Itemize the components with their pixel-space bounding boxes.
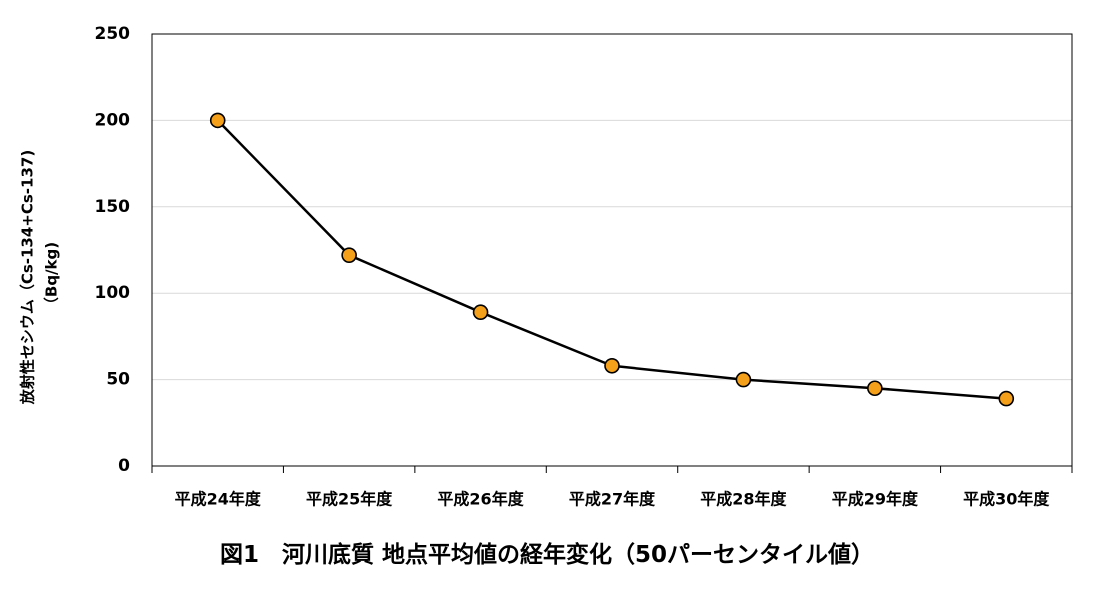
axes xyxy=(151,33,1073,473)
data-point xyxy=(604,357,620,374)
data-series xyxy=(209,112,1015,407)
data-point xyxy=(867,380,883,397)
y-tick-label: 50 xyxy=(106,370,130,390)
y-axis-title-line1: 放射性セシウム（Cs-134+Cs-137) xyxy=(19,150,37,405)
figure-caption: 図1 河川底質 地点平均値の経年変化（50パーセンタイル値） xyxy=(219,542,875,568)
y-axis-title: 放射性セシウム（Cs-134+Cs-137) （Bq/kg) xyxy=(19,150,61,405)
x-tick-label: 平成30年度 xyxy=(963,490,1050,509)
data-point xyxy=(209,112,226,129)
x-tick-label: 平成27年度 xyxy=(569,490,656,509)
y-tick-label: 100 xyxy=(95,283,131,303)
plot-frame xyxy=(151,33,1073,467)
x-tick-label: 平成26年度 xyxy=(437,490,524,509)
data-point xyxy=(735,371,752,388)
gridlines xyxy=(152,33,1072,381)
data-point xyxy=(998,390,1015,407)
x-tick-label: 平成25年度 xyxy=(306,490,393,509)
y-tick-labels: 0 50 100 150 200 250 xyxy=(95,24,131,476)
x-tick-label: 平成29年度 xyxy=(832,490,919,509)
series-line xyxy=(216,119,1007,400)
x-tick-label: 平成24年度 xyxy=(175,490,262,509)
x-tick-labels: 平成24年度 平成25年度 平成26年度 平成27年度 平成28年度 平成29年度 平成30… xyxy=(175,490,1051,509)
y-tick-label: 250 xyxy=(95,24,131,44)
y-tick-label: 0 xyxy=(118,456,130,476)
y-axis-title-line2: （Bq/kg) xyxy=(43,242,61,312)
line-chart: 0 50 100 150 200 250 平成24年度 平成25年度 平成26年度 平成27年度… xyxy=(19,24,1073,509)
y-tick-label: 150 xyxy=(95,197,131,217)
data-point xyxy=(341,247,357,263)
data-point xyxy=(472,304,489,321)
x-tick-label: 平成28年度 xyxy=(700,490,787,509)
y-tick-label: 200 xyxy=(95,110,131,130)
